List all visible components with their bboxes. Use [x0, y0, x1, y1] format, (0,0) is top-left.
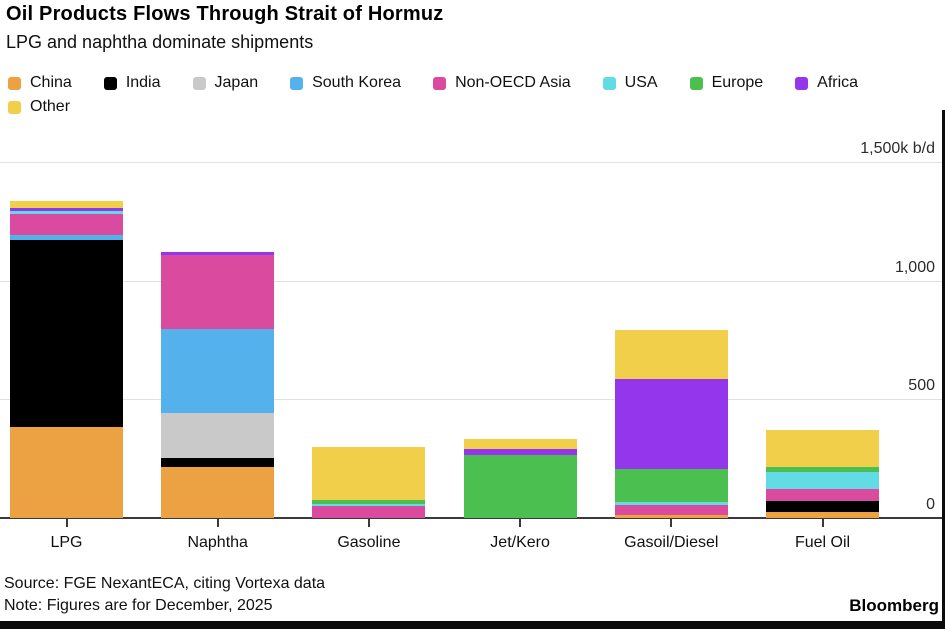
segment-non-oecd-asia — [312, 506, 426, 518]
legend-label: Non-OECD Asia — [455, 74, 571, 91]
segment-africa — [614, 378, 728, 469]
legend-item-non-oecd-asia: Non-OECD Asia — [433, 74, 571, 92]
legend-label: Europe — [711, 74, 764, 91]
gridline-1500 — [0, 162, 945, 163]
legend-item-other: Other — [8, 98, 70, 116]
bar-lpg — [10, 201, 123, 518]
legend-swatch-icon — [689, 76, 703, 90]
segment-south-korea — [161, 329, 275, 413]
legend-label: South Korea — [312, 74, 402, 91]
y-tick-label: 0 — [926, 496, 935, 513]
legend-swatch-icon — [192, 76, 206, 90]
bar-fuel-oil — [766, 430, 879, 518]
x-axis-tick — [821, 519, 824, 527]
category-label: LPG — [50, 534, 83, 551]
legend-label: USA — [624, 74, 658, 91]
x-axis-tick — [367, 519, 370, 527]
page-title: Oil Products Flows Through Strait of Hor… — [6, 3, 444, 25]
segment-non-oecd-asia — [766, 489, 879, 501]
segment-india — [10, 240, 123, 427]
legend-item-india: India — [103, 74, 161, 92]
legend-swatch-icon — [433, 76, 447, 90]
segment-other — [614, 329, 728, 379]
category-label: Gasoline — [337, 534, 401, 551]
legend-label: Africa — [817, 74, 859, 91]
segment-south-korea — [10, 235, 123, 241]
legend-label: Japan — [214, 74, 259, 91]
legend-swatch-icon — [103, 76, 117, 90]
date-note: Note: Figures are for December, 2025 — [4, 597, 273, 614]
gridline-500 — [0, 399, 945, 401]
segment-other — [10, 201, 123, 209]
legend-swatch-icon — [290, 76, 304, 90]
y-tick-label: 1,000 — [894, 258, 935, 276]
bar-jet-kero — [463, 439, 577, 518]
segment-other — [312, 446, 426, 501]
legend-swatch-icon — [795, 76, 809, 90]
segment-other — [463, 439, 577, 450]
segment-japan — [161, 412, 275, 458]
legend-label: India — [125, 74, 161, 91]
segment-africa — [161, 252, 275, 255]
y-tick-label: 1,500k b/d — [860, 140, 935, 157]
segment-china — [766, 512, 879, 518]
legend-item-europe: Europe — [689, 74, 764, 92]
legend-item-south-korea: South Korea — [290, 74, 401, 92]
page-subtitle: LPG and naphtha dominate shipments — [6, 32, 314, 52]
segment-usa — [10, 211, 123, 214]
legend-swatch-icon — [8, 100, 21, 114]
gridline-1000 — [0, 280, 945, 282]
legend-item-africa: Africa — [795, 74, 858, 92]
window-right-border — [942, 110, 945, 629]
segment-africa — [10, 208, 123, 212]
segment-usa — [766, 471, 879, 490]
legend-item-japan: Japan — [192, 74, 259, 92]
segment-europe — [766, 466, 879, 472]
bloomberg-logo: Bloomberg — [849, 596, 939, 615]
x-axis-tick — [519, 519, 522, 527]
segment-non-oecd-asia — [614, 505, 728, 516]
category-label: Jet/Kero — [490, 534, 550, 551]
segment-other — [766, 430, 879, 467]
legend-label: Other — [30, 98, 71, 115]
segment-china — [10, 426, 123, 518]
y-tick-label: 500 — [908, 377, 935, 395]
bar-gasoline — [312, 446, 426, 518]
window-bottom-bar — [0, 621, 945, 629]
bar-gasoil-diesel — [614, 329, 728, 518]
segment-non-oecd-asia — [10, 213, 123, 236]
legend: China India Japan South Korea Non-OECD Asia U… — [8, 74, 913, 116]
legend-item-usa: USA — [602, 74, 658, 92]
category-label: Gasoil/Diesel — [624, 534, 719, 551]
segment-europe — [463, 455, 577, 518]
x-axis-tick — [216, 519, 219, 527]
x-axis-baseline — [0, 517, 945, 519]
segment-india — [161, 457, 275, 467]
segment-china — [614, 515, 728, 518]
source-note: Source: FGE NexantECA, citing Vortexa da… — [4, 575, 326, 592]
bar-naphtha — [161, 252, 275, 518]
segment-india — [766, 500, 879, 513]
legend-swatch-icon — [8, 76, 21, 90]
category-label: Naphtha — [187, 534, 248, 551]
legend-label: China — [30, 74, 72, 91]
legend-item-china: China — [8, 74, 72, 92]
segment-europe — [614, 468, 728, 503]
x-axis-tick — [670, 519, 673, 527]
legend-swatch-icon — [602, 76, 616, 90]
segment-usa — [614, 502, 728, 506]
segment-non-oecd-asia — [161, 254, 275, 330]
segment-usa — [312, 504, 426, 507]
segment-china — [161, 466, 275, 518]
category-label: Fuel Oil — [794, 534, 851, 551]
segment-africa — [463, 449, 577, 456]
x-axis-tick — [65, 519, 68, 527]
segment-europe — [312, 500, 426, 505]
